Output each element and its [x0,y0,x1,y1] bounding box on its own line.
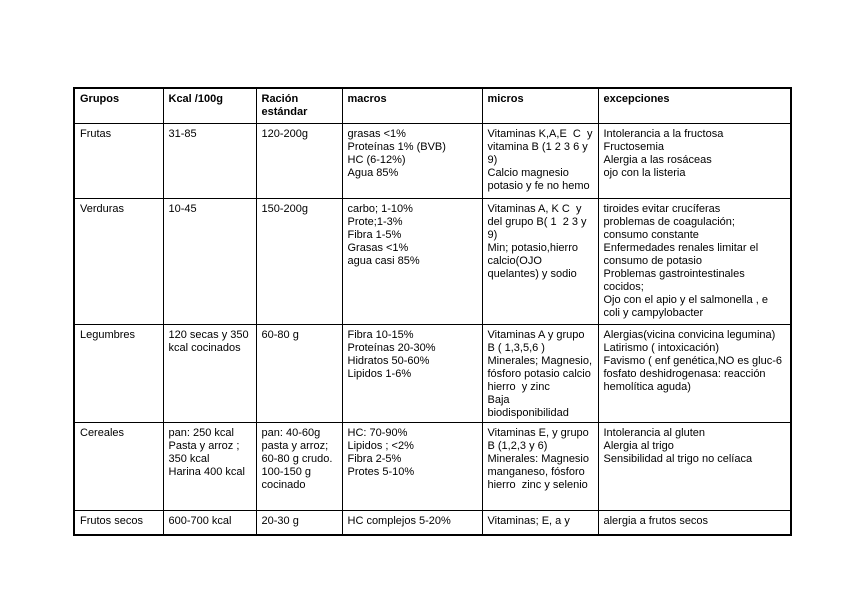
cell-frutas-racion: 120-200g [255,122,343,199]
cell-frutas-micros: Vitaminas K,A,E C y vitamina B (1 2 3 6 … [481,122,599,199]
column-header-grupos: Grupos [73,87,164,124]
column-header-macros: macros [341,87,483,124]
cell-cereales-macros: HC: 70-90% Lipidos ; <2% Fibra 2-5% Prot… [341,421,483,511]
cell-cereales-micros: Vitaminas E, y grupo B (1,2,3 y 6) Miner… [481,421,599,511]
cell-verduras-macros: carbo; 1-10% Prote;1-3% Fibra 1-5% Grasa… [341,197,483,325]
table-row-verduras: Verduras 10-45 150-200g carbo; 1-10% Pro… [73,197,792,325]
cell-verduras-excepciones: tiroides evitar crucíferas problemas de … [597,197,792,325]
cell-cereales-excepciones: Intolerancia al gluten Alergia al trigo … [597,421,792,511]
cell-cereales-racion: pan: 40-60g pasta y arroz; 60-80 g crudo… [255,421,343,511]
cell-legumbres-excepciones: Alergias(vicina convicina legumina) Lati… [597,323,792,423]
cell-legumbres-grupo: Legumbres [73,323,164,423]
cell-verduras-grupo: Verduras [73,197,164,325]
cell-frutos-secos-excepciones: alergia a frutos secos [597,509,792,536]
cell-legumbres-macros: Fibra 10-15% Proteínas 20-30% Hidratos 5… [341,323,483,423]
cell-verduras-kcal: 10-45 [162,197,257,325]
cell-verduras-micros: Vitaminas A, K C y del grupo B( 1 2 3 y … [481,197,599,325]
cell-frutas-grupo: Frutas [73,122,164,199]
cell-legumbres-racion: 60-80 g [255,323,343,423]
column-header-racion: Ración estándar [255,87,343,124]
cell-legumbres-micros: Vitaminas A y grupo B ( 1,3,5,6 ) Minera… [481,323,599,423]
cell-legumbres-kcal: 120 secas y 350 kcal cocinados [162,323,257,423]
food-groups-table: Grupos Kcal /100g Ración estándar macros… [73,87,792,536]
column-header-micros: micros [481,87,599,124]
table-header-row: Grupos Kcal /100g Ración estándar macros… [73,87,792,124]
table-row-frutas: Frutas 31-85 120-200g grasas <1% Proteín… [73,122,792,199]
cell-verduras-racion: 150-200g [255,197,343,325]
cell-cereales-kcal: pan: 250 kcal Pasta y arroz ; 350 kcal H… [162,421,257,511]
column-header-excepciones: excepciones [597,87,792,124]
column-header-kcal: Kcal /100g [162,87,257,124]
cell-frutos-secos-kcal: 600-700 kcal [162,509,257,536]
table-row-legumbres: Legumbres 120 secas y 350 kcal cocinados… [73,323,792,423]
cell-frutos-secos-macros: HC complejos 5-20% [341,509,483,536]
cell-frutas-excepciones: Intolerancia a la fructosa Fructosemia A… [597,122,792,199]
table-row-cereales: Cereales pan: 250 kcal Pasta y arroz ; 3… [73,421,792,511]
table-row-frutos-secos: Frutos secos 600-700 kcal 20-30 g HC com… [73,509,792,536]
cell-cereales-grupo: Cereales [73,421,164,511]
cell-frutos-secos-micros: Vitaminas; E, a y [481,509,599,536]
cell-frutos-secos-racion: 20-30 g [255,509,343,536]
cell-frutas-macros: grasas <1% Proteínas 1% (BVB) HC (6-12%)… [341,122,483,199]
cell-frutas-kcal: 31-85 [162,122,257,199]
cell-frutos-secos-grupo: Frutos secos [73,509,164,536]
